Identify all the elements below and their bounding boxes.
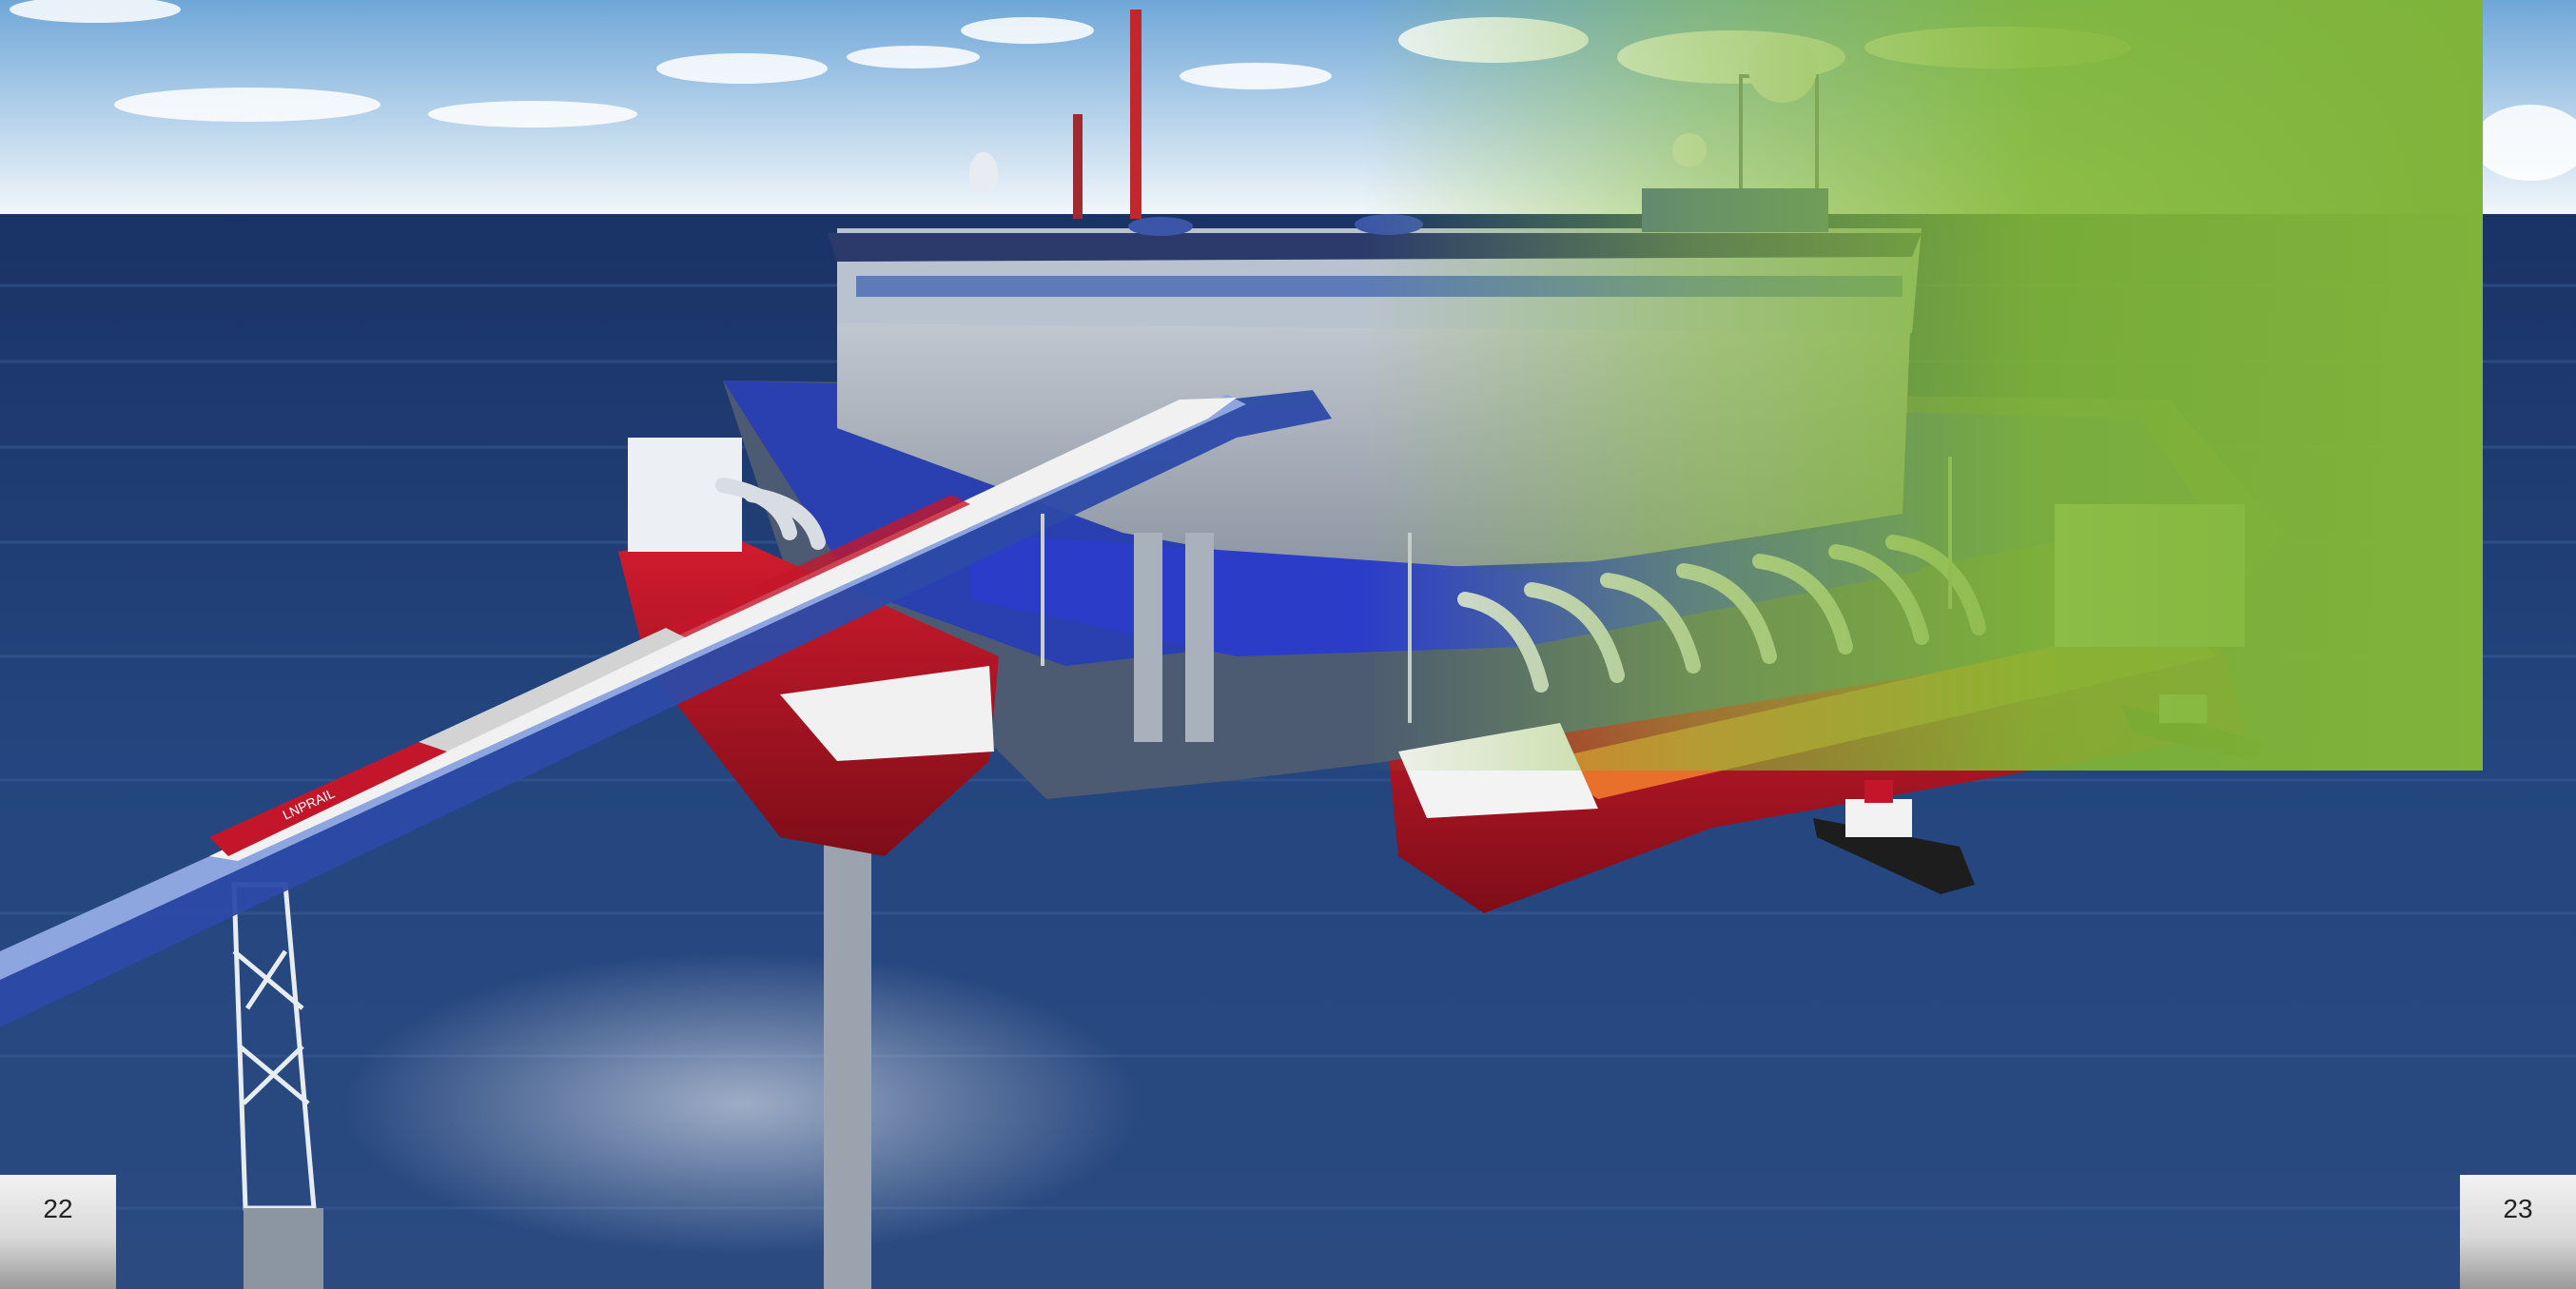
sun-glare [342,951,1142,1256]
bridge-pillar-center [824,790,871,1289]
tugboat [1813,780,1975,894]
terminal-roof [828,233,1922,262]
tanker-left-bridge [628,438,742,552]
building-windows [856,276,1903,297]
radio-mast-short [1073,114,1083,219]
satellite-dish [969,152,998,194]
radar-dome-small [1672,133,1707,167]
radio-mast-tall [1130,10,1142,219]
rail-bridge [0,390,1332,1027]
sky [0,0,2576,219]
page-number-left: 22 [0,1175,116,1289]
tanker-right-bridge [2055,504,2245,647]
high-speed-train [209,398,1237,861]
roof-control-box [1642,188,1828,232]
pillar-right [1185,533,1214,742]
page-number-right: 23 [2460,1175,2576,1289]
tanker-left-bow [780,666,994,761]
pillar-left [1134,533,1162,742]
radar-dome [1748,34,1817,103]
bridge-pylon-base [244,1208,323,1289]
